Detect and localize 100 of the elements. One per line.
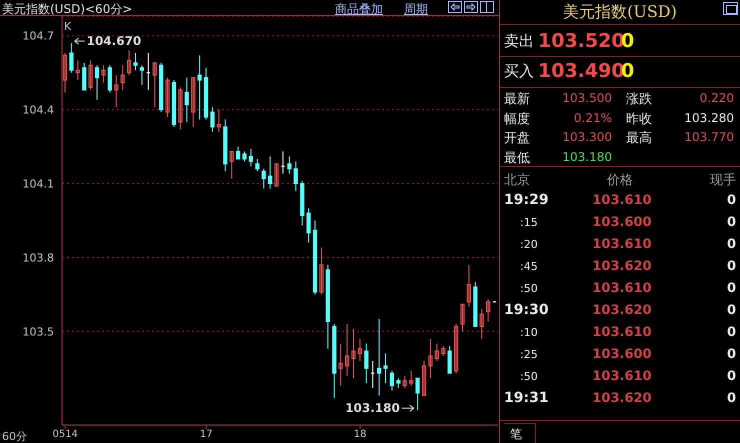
candlestick	[184, 77, 189, 122]
chart-title: 美元指数(USD)<60分>	[2, 1, 132, 18]
candlestick	[274, 163, 279, 187]
text: 0	[726, 281, 736, 296]
x-tick-label: 17	[200, 429, 213, 440]
text: 0	[726, 259, 736, 274]
candlestick	[448, 346, 452, 374]
x-tick-label: 0514	[52, 429, 78, 440]
candlestick	[191, 77, 196, 128]
candlestick	[428, 338, 433, 379]
candlestick	[133, 52, 138, 71]
text: 现手	[709, 172, 736, 189]
candlestick	[152, 62, 157, 108]
text: 最高	[626, 130, 652, 147]
y-tick-label: 104.4	[22, 104, 54, 117]
text: 0	[726, 391, 736, 406]
candlestick	[351, 328, 356, 379]
candlestick	[370, 360, 375, 389]
candlestick	[76, 60, 80, 81]
annotation: 103.180	[345, 401, 400, 416]
text: 103.770	[683, 130, 734, 144]
text: 北京	[504, 172, 530, 189]
text: 0.21%	[572, 110, 612, 124]
candlestick	[338, 343, 343, 386]
text: :45	[520, 260, 538, 273]
text: 19:29	[504, 192, 549, 208]
text: 0	[726, 215, 736, 230]
text: 103.300	[561, 130, 612, 144]
candlestick	[287, 156, 292, 174]
text: :50	[520, 282, 538, 295]
candlestick	[441, 346, 446, 357]
text: 0	[726, 193, 736, 208]
candlestick	[248, 148, 254, 167]
candlestick	[230, 151, 234, 180]
text: 最新	[504, 91, 530, 108]
candlestick	[114, 74, 118, 108]
text: 103.280	[683, 110, 734, 124]
text: :25	[520, 348, 538, 361]
text: 卖出	[504, 32, 534, 51]
text: 103.610	[591, 237, 653, 252]
text: 0	[621, 60, 634, 82]
candlestick	[210, 106, 215, 132]
candlestick	[383, 353, 388, 384]
annotation: K	[64, 20, 72, 33]
text: 103.610	[591, 369, 653, 384]
candlestick	[319, 247, 324, 295]
candlestick	[262, 168, 266, 189]
text: 60分	[2, 429, 27, 443]
candlestick	[88, 60, 93, 90]
x-tick-label: 18	[354, 429, 367, 440]
text: 103.600	[591, 347, 653, 362]
annotation: 104.670	[86, 34, 142, 48]
candlestick	[402, 375, 407, 389]
candlestick	[358, 338, 362, 362]
text: :20	[520, 238, 538, 251]
text: 103.500	[561, 91, 612, 105]
candlestick	[434, 343, 439, 362]
y-tick-label: 103.5	[22, 325, 54, 338]
candlestick	[108, 64, 112, 93]
text: 最低	[504, 150, 530, 166]
candlestick	[294, 160, 298, 192]
candlestick	[480, 308, 484, 340]
candlestick	[69, 42, 74, 74]
text: 103.610	[591, 325, 653, 340]
text: 0	[726, 325, 736, 340]
candlestick	[409, 370, 414, 386]
text: 买入	[504, 62, 534, 81]
text: 笔	[510, 426, 522, 443]
text: :10	[520, 326, 538, 339]
candlestick	[454, 323, 458, 374]
candlestick	[422, 360, 426, 396]
text: 103.610	[591, 281, 653, 296]
candlestick	[126, 50, 132, 76]
text: 19:31	[504, 390, 549, 406]
text: 103.610	[591, 193, 653, 208]
text: 103.180	[561, 150, 612, 164]
y-tick-label: 104.7	[22, 30, 54, 43]
candlestick	[82, 62, 86, 90]
candlestick	[364, 343, 368, 384]
candlestick	[377, 318, 382, 396]
candlestick	[198, 54, 202, 120]
candlestick	[120, 64, 125, 90]
text: 涨跌	[626, 91, 652, 108]
text: 昨收	[626, 110, 652, 128]
candlestick	[396, 378, 400, 389]
annotation: 周期	[404, 1, 428, 18]
candlestick	[255, 158, 260, 172]
candlestick	[101, 64, 106, 84]
text: 103.620	[591, 391, 653, 406]
candlestick	[466, 264, 472, 308]
candlestick	[306, 208, 311, 244]
candlestick	[146, 52, 151, 90]
y-tick-label: 104.1	[22, 177, 54, 190]
candlestick	[242, 151, 247, 162]
text: 幅度	[504, 110, 530, 128]
text: 103.600	[591, 215, 653, 230]
text: 0	[621, 30, 634, 52]
candlestick	[216, 109, 221, 132]
candlestick	[94, 64, 100, 100]
text: 美元指数(USD)	[562, 2, 678, 23]
